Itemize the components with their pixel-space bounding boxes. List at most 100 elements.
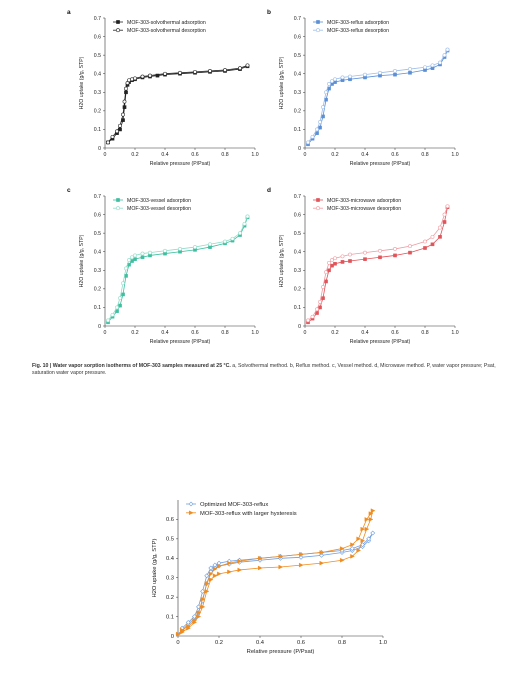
chart-a-series-2-line [107, 64, 248, 143]
chart-a-series-2-point [115, 129, 119, 134]
chart-combined-series-2-point [196, 614, 202, 619]
chart-b-x-tick-label: 0.4 [361, 152, 368, 158]
chart-b-y-tick-label: 0.6 [294, 34, 301, 40]
chart-combined-series-2-point [340, 546, 345, 551]
chart-combined-series-1-point [208, 565, 214, 571]
chart-c-y-tick-label: 0.3 [94, 268, 101, 274]
chart-d-x-tick-label: 0.2 [331, 330, 338, 336]
chart-c-series-2-point [110, 312, 115, 317]
chart-b-series-1-point [408, 70, 412, 75]
chart-c-series-1-point [115, 309, 119, 313]
chart-c-series-2-point [133, 253, 137, 258]
chart-b-series-2-point [310, 134, 315, 139]
chart-a-series-2-point [118, 123, 122, 128]
chart-c-panel-letter: c [67, 187, 71, 194]
chart-b-series-2-point [423, 65, 427, 70]
chart-combined-y-tick-label: 0.5 [166, 537, 174, 543]
chart-d-series-1-point [327, 268, 331, 273]
chart-d-y-tick-label: 0.4 [294, 250, 301, 256]
chart-d-y-tick-label: 0.1 [294, 305, 301, 311]
chart-c-legend: MOF-303-vessel adsorption MOF-303-vessel … [113, 198, 191, 212]
chart-c-series-2-point [127, 258, 131, 262]
chart-a-y-label: H2O uptake (g/g, STP) [79, 56, 85, 109]
chart-d-series-1-point [363, 257, 367, 261]
chart-combined-series-2-point [299, 552, 304, 557]
chart-a-legend-entry: MOF-303-solvothermal adsorption [127, 20, 206, 26]
chart-d-series-2-point [378, 248, 382, 253]
chart-c-x-tick-label: 0.2 [131, 330, 138, 336]
chart-a-series-2-point [208, 69, 212, 73]
chart-d-y-label: H2O uptake (g/g, STP) [279, 234, 285, 287]
chart-combined-series-2-point [278, 564, 284, 570]
chart-c-series-2-point [245, 214, 250, 219]
chart-b-series-2-line [307, 49, 448, 143]
chart-d-series-1-point [408, 250, 412, 255]
chart-d-series-2-point [363, 250, 367, 255]
chart-d-series-1-point [340, 260, 345, 264]
chart-b-series-2-point [327, 82, 331, 86]
chart-b-series-2-point [340, 75, 345, 80]
chart-c-y-label: H2O uptake (g/g, STP) [79, 234, 85, 287]
chart-a-series-2-point [122, 99, 127, 104]
chart-b-series-2-point [348, 74, 352, 79]
chart-d-series-2-point [321, 285, 325, 289]
chart-c-series-1-point [121, 292, 125, 297]
chart-c-series-2-point [124, 266, 128, 271]
chart-combined-series-2-line [177, 510, 374, 635]
chart-c-x-tick-label: 0.8 [221, 330, 228, 336]
chart-combined-series-2-point [356, 548, 362, 553]
chart-b-series-1 [306, 48, 450, 147]
chart-c-series-2-point [148, 250, 152, 255]
chart-b-series-2-point [315, 127, 319, 132]
chart-b-series-1-point [315, 131, 319, 135]
chart-d-series-2-point [315, 307, 319, 312]
chart-a-series-2 [106, 63, 250, 145]
chart-combined-series-2-point [237, 558, 243, 564]
chart-c-series-1-point [118, 303, 122, 308]
chart-b-legend-entry: MOF-303-reflux adsorption [327, 20, 389, 26]
chart-a-y-tick-label: 0.7 [94, 16, 101, 22]
chart-combined-series-2-point [299, 562, 304, 568]
chart-combined-legend-marker [188, 501, 194, 507]
chart-d-series-1-point [321, 296, 325, 300]
chart-combined-series-2-point [356, 536, 362, 542]
chart-d-series-2-point [348, 252, 352, 257]
chart-b-series-2-point [378, 70, 382, 75]
chart-a-x-label: Relative pressure (P/Psat) [150, 161, 211, 167]
chart-combined-series-2-point [175, 631, 181, 637]
chart-c: c 0 0.2 0.4 0.6 0.8 1.0 0 0.1 0.2 0.3 0.4 0.5 0.6 0.7 R… [67, 187, 259, 345]
chart-combined-series-2-point [212, 566, 218, 572]
chart-b-legend: MOF-303-reflux adsorption MOF-303-reflux … [313, 20, 389, 34]
chart-combined-series-2-point [350, 542, 355, 548]
chart-d-series-1-point [330, 263, 334, 268]
chart-b-x-label: Relative pressure (P/Psat) [350, 161, 411, 167]
chart-a-series-2-point [124, 86, 128, 91]
chart-c-x-tick-label: 0.4 [161, 330, 168, 336]
chart-d-y-tick-label: 0.6 [294, 212, 301, 218]
chart-d-series-1-point [442, 220, 447, 224]
chart-a-series-2-point [163, 71, 167, 76]
chart-combined-series-2-point [200, 596, 206, 602]
chart-d-legend-entry: MOF-303-microwave adsorption [327, 198, 401, 204]
caption-body: a, Solvothermal method. b, Reflux method… [32, 363, 496, 377]
chart-d: d 0 0.2 0.4 0.6 0.8 1.0 0 0.1 0.2 0.3 0.4 0.5 0.6 0.7 R… [267, 187, 459, 345]
chart-a-y-tick-label: 0.1 [94, 127, 101, 133]
chart-b-series-2-point [438, 60, 442, 65]
chart-a-series-2-point [121, 112, 125, 117]
chart-a-y-tick-label: 0.5 [94, 53, 101, 59]
chart-combined-y-tick-label: 0.3 [166, 576, 174, 582]
chart-b-y-tick-label: 0.5 [294, 53, 301, 59]
chart-d-series-2-point [393, 247, 397, 251]
chart-d-series-1-point [438, 235, 442, 239]
chart-d-x-tick-label: 0.4 [361, 330, 368, 336]
chart-b-y-tick-label: 0.3 [294, 90, 301, 96]
chart-d-legend-marker [316, 206, 320, 211]
chart-a-legend: MOF-303-solvothermal adsorption MOF-303-s… [113, 20, 206, 34]
chart-d-series-2-point [442, 212, 447, 217]
chart-d-series-2-point [438, 225, 442, 230]
chart-d-series-2-point [340, 254, 345, 259]
chart-c-series-2-point [115, 305, 119, 310]
chart-b-y-tick-label: 0 [298, 146, 301, 152]
chart-d-series-2-point [327, 260, 331, 265]
chart-a-series-1 [106, 64, 250, 145]
